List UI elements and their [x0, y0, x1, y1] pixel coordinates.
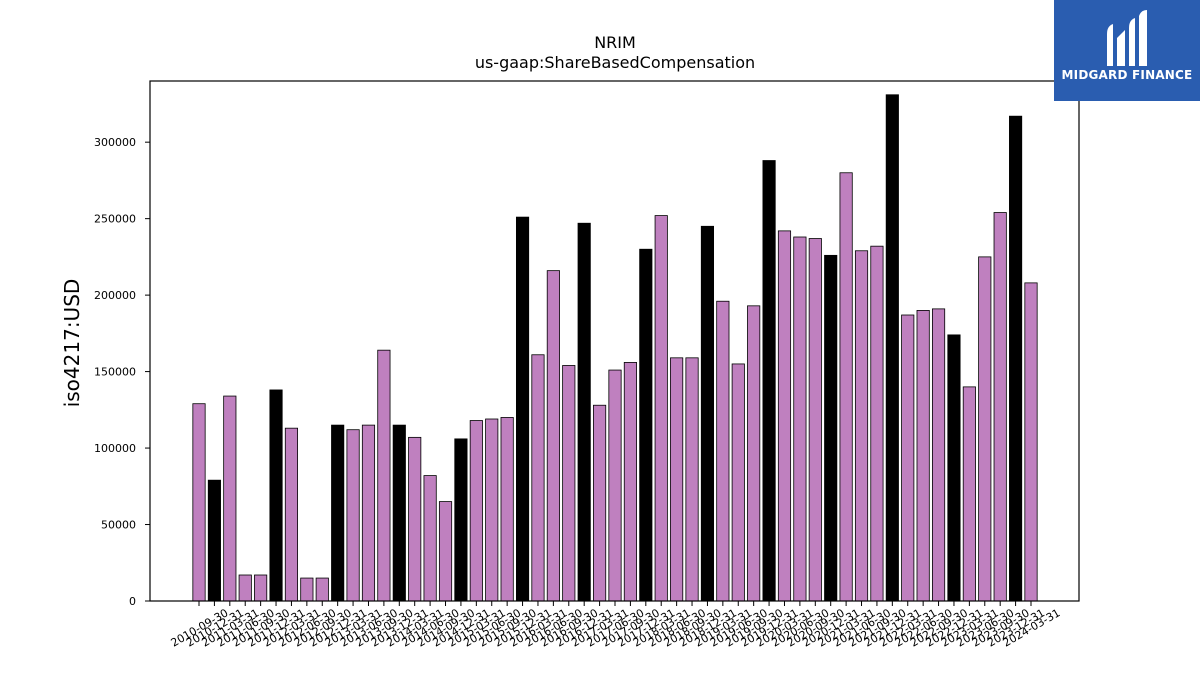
bar-2021-03-31 — [839, 172, 853, 602]
bar-2017-09-30 — [623, 362, 637, 602]
bar-2012-09-30 — [315, 577, 329, 602]
plot-frame — [149, 80, 1080, 602]
bar-2024-03-31 — [1024, 282, 1038, 602]
bar-2010-12-31 — [207, 479, 221, 602]
y-tick-label: 150000 — [94, 366, 136, 379]
bar-2023-09-30 — [993, 212, 1007, 602]
bar-2011-12-31 — [269, 389, 283, 602]
bar-2017-06-30 — [608, 369, 622, 602]
bar-2014-06-30 — [423, 475, 437, 602]
bar-2016-12-31 — [577, 222, 591, 602]
bars-group — [192, 94, 1038, 602]
x-axis: 2010-09-302010-12-312011-03-312011-06-30… — [169, 601, 1063, 650]
bar-2010-09-30 — [192, 403, 206, 602]
bar-2017-03-31 — [593, 404, 607, 602]
bar-2012-06-30 — [300, 577, 314, 602]
chart-title: NRIM — [594, 33, 636, 52]
bar-2014-12-31 — [454, 438, 468, 602]
bar-2016-09-30 — [562, 365, 576, 602]
bar-2019-09-30 — [747, 305, 761, 602]
midgard-logo-icon — [1107, 10, 1147, 66]
bar-2013-12-31 — [392, 424, 406, 602]
bar-2019-03-31 — [716, 300, 730, 602]
bar-2013-09-30 — [377, 349, 391, 602]
bar-2014-03-31 — [408, 436, 422, 602]
y-axis: 0 50000 100000 150000 200000 250000 300000 — [94, 136, 150, 608]
bar-2018-09-30 — [685, 357, 699, 602]
bar-2021-12-31 — [885, 94, 899, 602]
bar-2018-03-31 — [654, 215, 668, 602]
bar-2023-12-31 — [1009, 115, 1023, 602]
bar-2023-03-31 — [962, 386, 976, 602]
bar-2022-09-30 — [931, 308, 946, 602]
y-tick-label: 250000 — [94, 213, 136, 226]
bar-2020-03-31 — [777, 230, 792, 602]
bar-2012-12-31 — [331, 424, 345, 602]
bar-2015-06-30 — [485, 418, 499, 602]
midgard-finance-logo: MIDGARD FINANCE — [1054, 0, 1200, 101]
bar-2015-12-31 — [515, 216, 530, 602]
bar-2021-09-30 — [870, 245, 884, 602]
bar-2020-12-31 — [824, 254, 838, 602]
bar-2011-06-30 — [238, 574, 252, 602]
logo-text: MIDGARD FINANCE — [1061, 68, 1193, 82]
bar-2018-12-31 — [700, 225, 715, 602]
bar-2016-03-31 — [531, 354, 545, 602]
bar-2015-09-30 — [500, 417, 514, 602]
bar-2022-12-31 — [947, 334, 961, 602]
bar-2020-09-30 — [808, 238, 822, 602]
bar-2011-03-31 — [223, 395, 237, 602]
bar-2013-03-31 — [346, 429, 360, 602]
bar-2012-03-31 — [284, 427, 299, 602]
chart-subtitle: us-gaap:ShareBasedCompensation — [475, 53, 755, 72]
bar-2022-06-30 — [916, 310, 930, 602]
bar-2018-06-30 — [670, 357, 684, 602]
y-tick-label: 100000 — [94, 442, 136, 455]
y-axis-label: iso4217:USD — [60, 279, 84, 408]
y-tick-label: 200000 — [94, 289, 136, 302]
bar-2016-06-30 — [546, 270, 560, 602]
bar-2019-12-31 — [762, 160, 776, 602]
bar-2022-03-31 — [901, 314, 915, 602]
bar-2011-09-30 — [254, 574, 268, 602]
y-tick-label: 300000 — [94, 136, 136, 149]
bar-2023-06-30 — [978, 256, 992, 602]
y-tick-label: 50000 — [101, 519, 136, 532]
bar-2017-12-31 — [639, 248, 653, 602]
bar-2015-03-31 — [469, 420, 483, 602]
bar-2013-06-30 — [361, 424, 376, 602]
y-tick-label: 0 — [129, 595, 136, 608]
bar-2021-06-30 — [854, 250, 869, 602]
bar-2019-06-30 — [731, 363, 745, 602]
bar-2020-06-30 — [793, 236, 807, 602]
bar-2014-09-30 — [438, 501, 453, 602]
